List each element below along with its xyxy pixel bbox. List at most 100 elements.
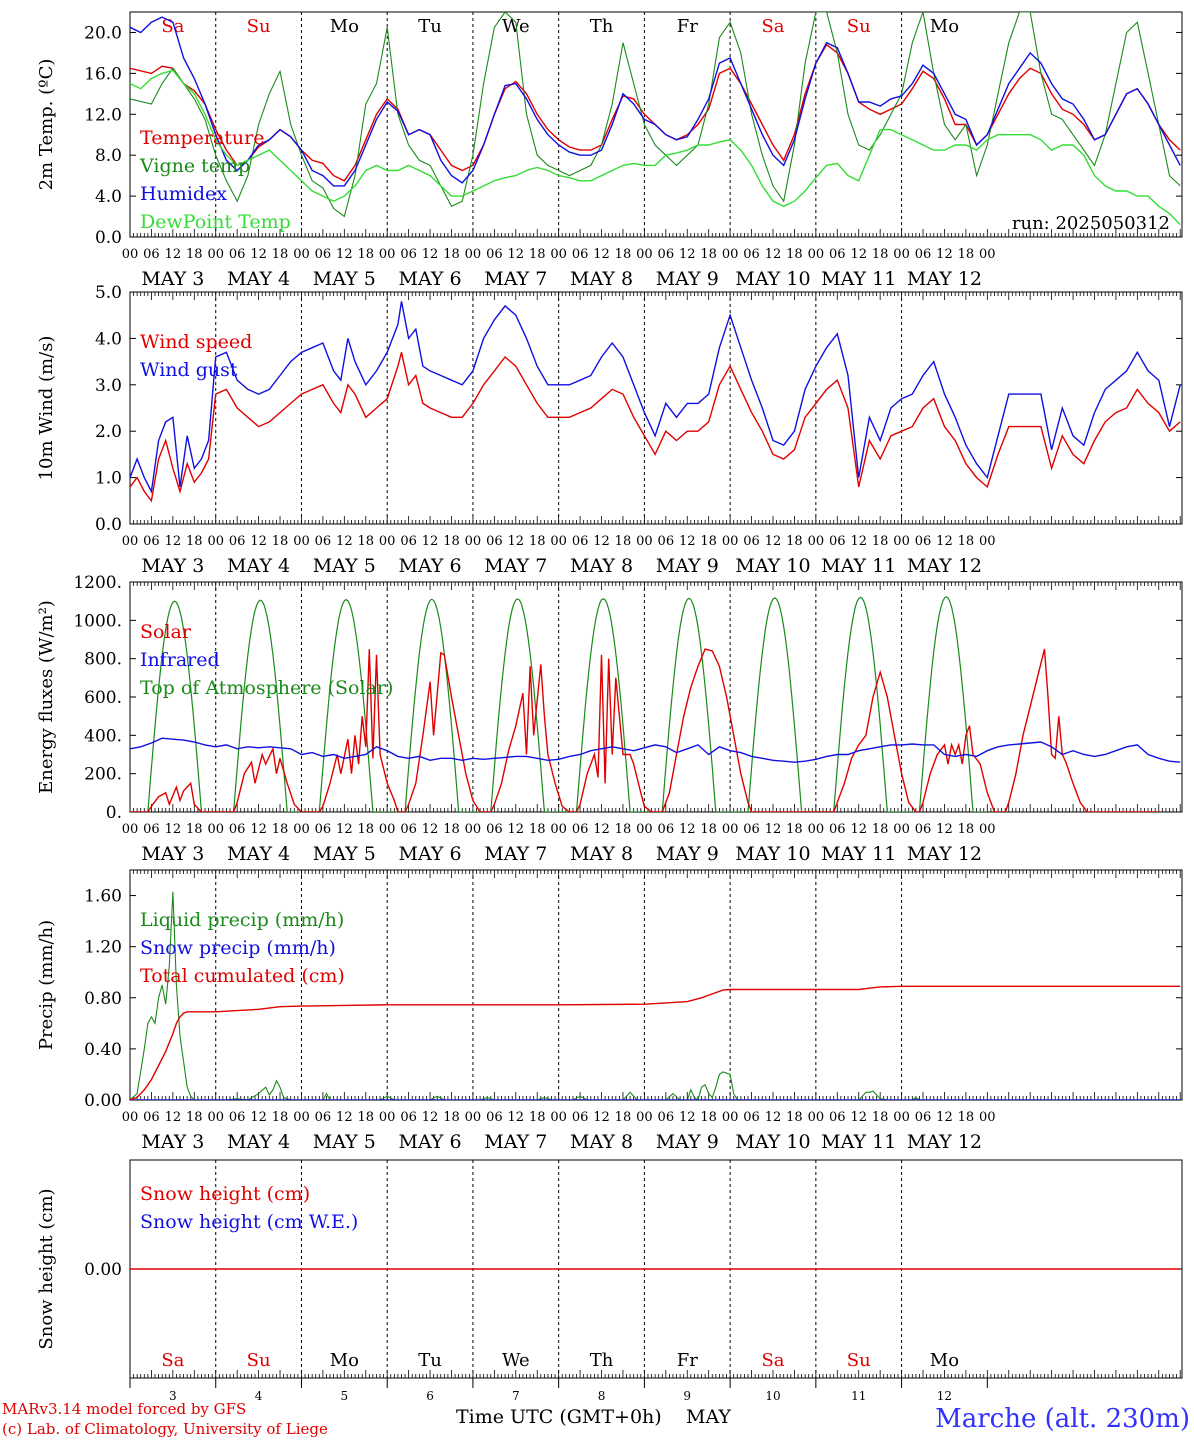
series-toa-solar xyxy=(130,596,988,812)
date-label: MAY 11 xyxy=(821,555,896,577)
legend-entry: Temperature xyxy=(140,127,264,149)
y-axis-label: 2m Temp. (ºC) xyxy=(36,59,57,191)
day-number-label: 11 xyxy=(851,1389,866,1403)
hour-label: 00 xyxy=(722,534,739,549)
hour-label: 12 xyxy=(508,822,525,837)
y-tick-label: 0. xyxy=(106,803,122,823)
series-total-cumulated-cm- xyxy=(130,985,1181,1100)
hour-label: 06 xyxy=(915,534,932,549)
hour-label: 00 xyxy=(636,534,653,549)
date-label: MAY 4 xyxy=(227,555,290,577)
hour-label: 18 xyxy=(786,534,803,549)
hour-label: 12 xyxy=(250,1110,267,1125)
panel-1: 0.0 4.0 8.0 12.0 16.0 20.0 2m Temp. (ºC) 00 06 12… xyxy=(36,11,1183,290)
hour-label: 06 xyxy=(829,247,846,262)
y-tick-label: 5.0 xyxy=(95,283,122,303)
y-tick-label: 16.0 xyxy=(84,64,122,84)
y-tick-label: 1.20 xyxy=(84,938,122,958)
day-number-label: 6 xyxy=(426,1389,434,1403)
day-number-label: 7 xyxy=(512,1389,520,1403)
hour-label: 06 xyxy=(572,1110,589,1125)
date-label: MAY 7 xyxy=(484,555,547,577)
day-number-label: 4 xyxy=(255,1389,263,1403)
hour-label: 12 xyxy=(850,534,867,549)
hour-label: 06 xyxy=(915,822,932,837)
weekday-label: Mo xyxy=(930,1350,959,1371)
weekday-label: Sa xyxy=(161,16,184,37)
hour-label: 18 xyxy=(872,822,889,837)
hour-label: 18 xyxy=(615,247,632,262)
hour-label: 00 xyxy=(722,247,739,262)
hour-label: 06 xyxy=(572,534,589,549)
hour-label: 18 xyxy=(872,247,889,262)
hour-label: 00 xyxy=(808,822,825,837)
hour-label: 06 xyxy=(229,1110,246,1125)
y-tick-label: 3.0 xyxy=(95,376,122,396)
y-tick-label: 0.80 xyxy=(84,989,122,1009)
hour-label: 00 xyxy=(122,534,139,549)
hour-label: 18 xyxy=(872,1110,889,1125)
x-axis-month: MAY xyxy=(686,1406,731,1428)
day-number-label: 10 xyxy=(765,1389,780,1403)
hour-label: 12 xyxy=(936,247,953,262)
hour-label: 06 xyxy=(143,1110,160,1125)
legend-entry: Total cumulated (cm) xyxy=(140,965,345,987)
day-number-label: 3 xyxy=(169,1389,177,1403)
weekday-label: Mo xyxy=(330,16,359,37)
hour-label: 06 xyxy=(572,247,589,262)
series-temperature xyxy=(130,43,1181,182)
hour-label: 00 xyxy=(207,534,224,549)
hour-label: 12 xyxy=(336,1110,353,1125)
legend-entry: Snow precip (mm/h) xyxy=(140,937,336,959)
weekday-label: Su xyxy=(247,1350,271,1371)
hour-label: 00 xyxy=(379,534,396,549)
hour-label: 00 xyxy=(379,1110,396,1125)
date-label: MAY 12 xyxy=(907,1131,982,1153)
series-group xyxy=(130,12,1181,226)
date-label: MAY 3 xyxy=(141,843,204,865)
plot-frame xyxy=(129,11,1183,238)
hour-label: 12 xyxy=(422,534,439,549)
weekday-label: We xyxy=(502,1350,530,1371)
hour-label: 00 xyxy=(808,534,825,549)
legend-entry: Infrared xyxy=(140,649,220,671)
legend-entry: Liquid precip (mm/h) xyxy=(140,909,344,931)
y-tick-label: 0.0 xyxy=(95,515,122,535)
y-tick-label: 0.0 xyxy=(95,228,122,248)
date-label: MAY 10 xyxy=(735,1131,810,1153)
weekday-label: Th xyxy=(590,1350,614,1371)
hour-label: 12 xyxy=(765,822,782,837)
hour-label: 18 xyxy=(272,534,289,549)
hour-label: 12 xyxy=(336,247,353,262)
y-axis-label: 10m Wind (m/s) xyxy=(36,336,57,481)
hour-label: 12 xyxy=(422,1110,439,1125)
date-label: MAY 11 xyxy=(821,1131,896,1153)
hour-label: 00 xyxy=(207,247,224,262)
legend-entry: Wind gust xyxy=(140,359,238,381)
hour-label: 18 xyxy=(443,534,460,549)
legend-entry: Solar xyxy=(140,621,192,643)
hour-label: 18 xyxy=(700,534,717,549)
weekday-label: Tu xyxy=(418,16,442,37)
hour-label: 18 xyxy=(529,247,546,262)
hour-label: 00 xyxy=(293,1110,310,1125)
hour-label: 06 xyxy=(829,534,846,549)
series-humidex xyxy=(130,16,1181,187)
hour-label: 12 xyxy=(936,1110,953,1125)
hour-label: 12 xyxy=(593,822,610,837)
hour-label: 06 xyxy=(315,534,332,549)
hour-label: 00 xyxy=(636,1110,653,1125)
hour-label: 12 xyxy=(593,247,610,262)
date-label: MAY 6 xyxy=(399,268,462,290)
hour-label: 00 xyxy=(550,822,567,837)
date-label: MAY 12 xyxy=(907,843,982,865)
hour-label: 00 xyxy=(979,534,996,549)
legend-entry: Snow height (cm W.E.) xyxy=(140,1211,358,1233)
hour-label: 18 xyxy=(357,534,374,549)
hour-label: 12 xyxy=(508,247,525,262)
hour-label: 18 xyxy=(958,534,975,549)
hour-label: 18 xyxy=(186,247,203,262)
hour-label: 12 xyxy=(422,822,439,837)
date-label: MAY 4 xyxy=(227,843,290,865)
date-label: MAY 8 xyxy=(570,555,633,577)
